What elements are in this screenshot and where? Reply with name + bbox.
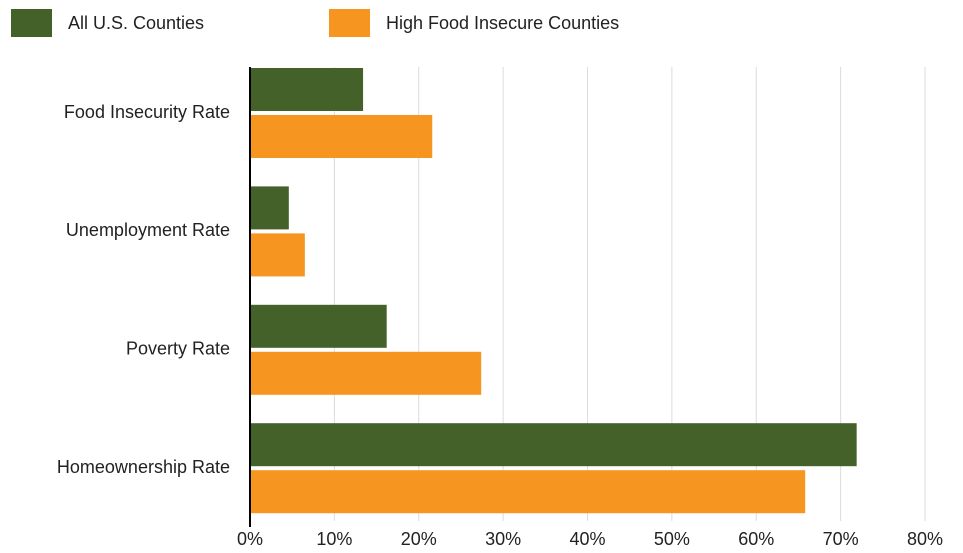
bar-poverty-rate-all-u-s-counties (250, 304, 387, 348)
bar-homeownership-rate-all-u-s-counties (250, 423, 857, 467)
category-label-poverty-rate: Poverty Rate (126, 339, 230, 359)
x-tick-label-40: 40% (569, 529, 605, 549)
legend-item-all-us-counties: All U.S. Counties (11, 9, 204, 37)
x-tick-label-60: 60% (738, 529, 774, 549)
legend: All U.S. Counties High Food Insecure Cou… (0, 0, 963, 50)
category-label-unemployment-rate: Unemployment Rate (66, 220, 230, 240)
x-tick-label-50: 50% (654, 529, 690, 549)
bar-unemployment-rate-high-food-insecure-counties (250, 233, 305, 277)
legend-label-all-us-counties: All U.S. Counties (68, 12, 205, 33)
x-tick-label-0: 0% (237, 529, 263, 549)
legend-swatch-all-us-counties (11, 9, 52, 37)
bar-food-insecurity-rate-high-food-insecure-counties (250, 115, 433, 158)
x-tick-label-80: 80% (907, 529, 943, 549)
bar-food-insecurity-rate-all-u-s-counties (250, 68, 364, 111)
legend-swatch-high-food-insecure-counties (329, 9, 370, 37)
bar-unemployment-rate-all-u-s-counties (250, 186, 289, 230)
category-label-food-insecurity-rate: Food Insecurity Rate (64, 102, 230, 122)
x-tick-label-30: 30% (485, 529, 521, 549)
legend-item-high-food-insecure-counties: High Food Insecure Counties (329, 9, 619, 37)
bar-homeownership-rate-high-food-insecure-counties (250, 470, 806, 514)
x-tick-label-70: 70% (823, 529, 859, 549)
x-tick-label-20: 20% (401, 529, 437, 549)
category-label-homeownership-rate: Homeownership Rate (57, 457, 230, 477)
x-tick-label-10: 10% (316, 529, 352, 549)
bar-poverty-rate-high-food-insecure-counties (250, 351, 482, 395)
legend-label-high-food-insecure-counties: High Food Insecure Counties (386, 12, 620, 33)
